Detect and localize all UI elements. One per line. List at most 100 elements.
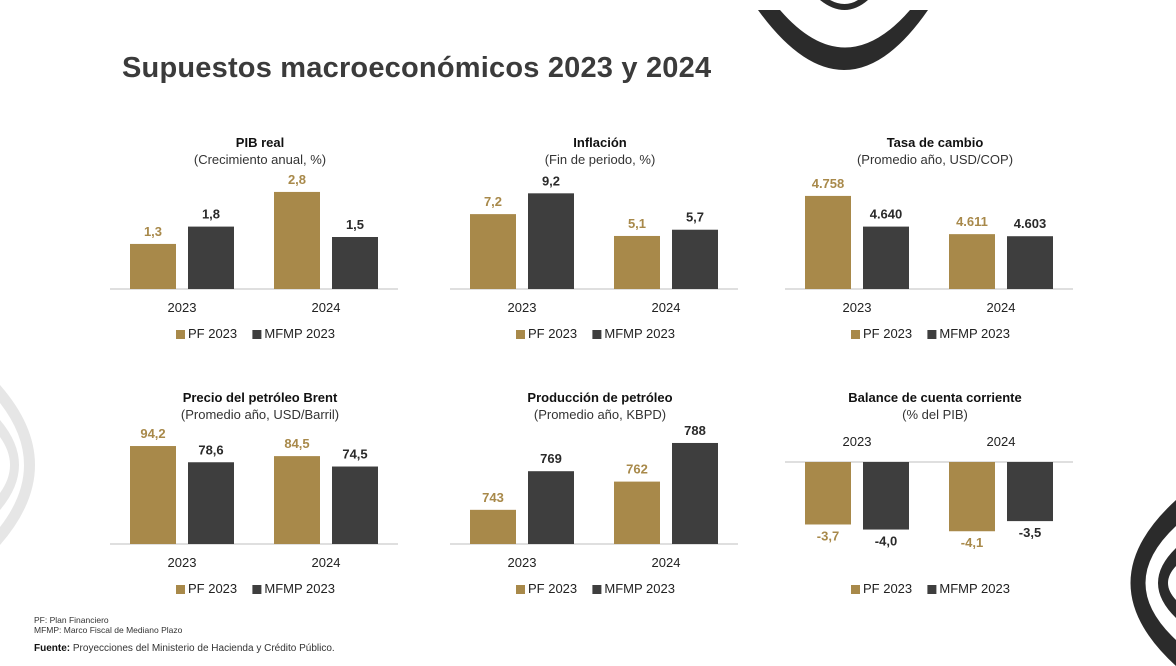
chart-title: Inflación	[573, 135, 627, 150]
legend-label: PF 2023	[188, 581, 237, 596]
chart-pib-real: PIB real (Crecimiento anual, %) 2023 1,3 1,8…	[100, 133, 420, 363]
chart-tasa-de-cambio: Tasa de cambio (Promedio año, USD/COP) 202…	[775, 133, 1095, 363]
data-label: 84,5	[284, 436, 309, 451]
chart-title: Tasa de cambio	[887, 135, 984, 150]
legend-swatch	[252, 330, 262, 339]
data-label: 788	[684, 423, 706, 438]
x-tick-label: 2024	[312, 555, 341, 570]
x-tick-label: 2023	[843, 300, 872, 315]
data-label: 743	[482, 490, 504, 505]
data-label: 4.603	[1014, 216, 1047, 231]
page-title: Supuestos macroeconómicos 2023 y 2024	[122, 52, 712, 84]
chart-inflacion: Inflación (Fin de periodo, %) 2023 7,2 9,2 20…	[440, 133, 760, 363]
bar	[188, 226, 234, 289]
data-label: -3,5	[1019, 525, 1041, 540]
legend-label: PF 2023	[863, 326, 912, 341]
bar	[672, 442, 718, 544]
bar	[130, 243, 176, 289]
chart-subtitle: (Promedio año, USD/COP)	[857, 152, 1013, 167]
bar	[949, 234, 995, 289]
data-label: 1,8	[202, 207, 220, 222]
bar	[470, 509, 516, 544]
legend-swatch	[516, 585, 525, 594]
legend-swatch	[592, 330, 602, 339]
bar	[614, 235, 660, 289]
legend-label: PF 2023	[528, 326, 577, 341]
x-tick-label: 2024	[652, 555, 681, 570]
x-tick-label: 2023	[168, 300, 197, 315]
chart-subtitle: (Promedio año, KBPD)	[534, 407, 666, 422]
legend-label: MFMP 2023	[939, 581, 1010, 596]
chart-title: Balance de cuenta corriente	[848, 390, 1021, 405]
x-tick-label: 2024	[987, 434, 1016, 449]
chart-title: Producción de petróleo	[527, 390, 672, 405]
legend-swatch	[176, 585, 185, 594]
data-label: 1,5	[346, 217, 364, 232]
chart-svg: Balance de cuenta corriente (% del PIB) 20…	[785, 390, 1073, 596]
data-label: 74,5	[342, 447, 367, 462]
data-label: 769	[540, 451, 562, 466]
bar	[1007, 462, 1053, 522]
source-label: Fuente:	[34, 643, 71, 654]
chart-balance-cuenta-corriente: Balance de cuenta corriente (% del PIB) 20…	[775, 388, 1095, 618]
legend-swatch	[516, 330, 525, 339]
legend-swatch	[851, 330, 860, 339]
x-tick-label: 2024	[652, 300, 681, 315]
chart-title: PIB real	[236, 135, 284, 150]
legend-label: MFMP 2023	[939, 326, 1010, 341]
footnotes: PF: Plan Financiero MFMP: Marco Fiscal d…	[34, 615, 182, 635]
data-label: -4,1	[961, 535, 983, 550]
data-label: 7,2	[484, 194, 502, 209]
legend-swatch	[176, 330, 185, 339]
chart-svg: Tasa de cambio (Promedio año, USD/COP) 202…	[785, 135, 1073, 341]
x-tick-label: 2023	[843, 434, 872, 449]
legend-label: MFMP 2023	[264, 581, 335, 596]
legend-swatch	[851, 585, 860, 594]
data-label: 1,3	[144, 224, 162, 239]
data-label: 4.611	[956, 214, 988, 229]
bar	[130, 446, 176, 544]
x-tick-label: 2024	[987, 300, 1016, 315]
data-label: 9,2	[542, 173, 560, 188]
bar	[863, 226, 909, 289]
data-label: 5,1	[628, 216, 646, 231]
bar	[614, 481, 660, 544]
x-tick-label: 2023	[168, 555, 197, 570]
bar	[528, 471, 574, 544]
legend-label: PF 2023	[188, 326, 237, 341]
bar	[470, 214, 516, 289]
chart-svg: Producción de petróleo (Promedio año, KBP…	[450, 390, 738, 596]
bar	[949, 462, 995, 532]
legend-label: MFMP 2023	[604, 326, 675, 341]
legend-label: PF 2023	[528, 581, 577, 596]
bar	[863, 462, 909, 530]
bar	[805, 462, 851, 525]
chart-title: Precio del petróleo Brent	[183, 390, 338, 405]
data-label: 4.758	[812, 176, 845, 191]
bar	[332, 237, 378, 289]
data-label: 78,6	[198, 442, 223, 457]
chart-svg: Precio del petróleo Brent (Promedio año, …	[110, 390, 398, 596]
data-label: -3,7	[817, 528, 839, 543]
legend-swatch	[927, 585, 937, 594]
chart-precio-petroleo-brent: Precio del petróleo Brent (Promedio año, …	[100, 388, 420, 618]
chart-subtitle: (Crecimiento anual, %)	[194, 152, 326, 167]
brand-arcs-left	[0, 385, 35, 545]
chart-subtitle: (% del PIB)	[902, 407, 968, 422]
chart-subtitle: (Promedio año, USD/Barril)	[181, 407, 339, 422]
x-tick-label: 2024	[312, 300, 341, 315]
legend-swatch	[252, 585, 262, 594]
bar	[1007, 236, 1053, 289]
footnote-mfmp: MFMP: Marco Fiscal de Mediano Plazo	[34, 625, 183, 635]
chart-svg: PIB real (Crecimiento anual, %) 2023 1,3 1,8…	[110, 135, 398, 341]
legend-label: MFMP 2023	[604, 581, 675, 596]
brand-arcs-top	[758, 0, 928, 70]
x-tick-label: 2023	[508, 555, 537, 570]
bar	[528, 193, 574, 289]
source-note: Fuente: Proyecciones del Ministerio de H…	[34, 643, 335, 654]
source-text: Proyecciones del Ministerio de Hacienda …	[72, 643, 335, 654]
bar	[805, 195, 851, 289]
chart-produccion-petroleo: Producción de petróleo (Promedio año, KBP…	[440, 388, 760, 618]
bar	[332, 466, 378, 544]
legend-label: PF 2023	[863, 581, 912, 596]
